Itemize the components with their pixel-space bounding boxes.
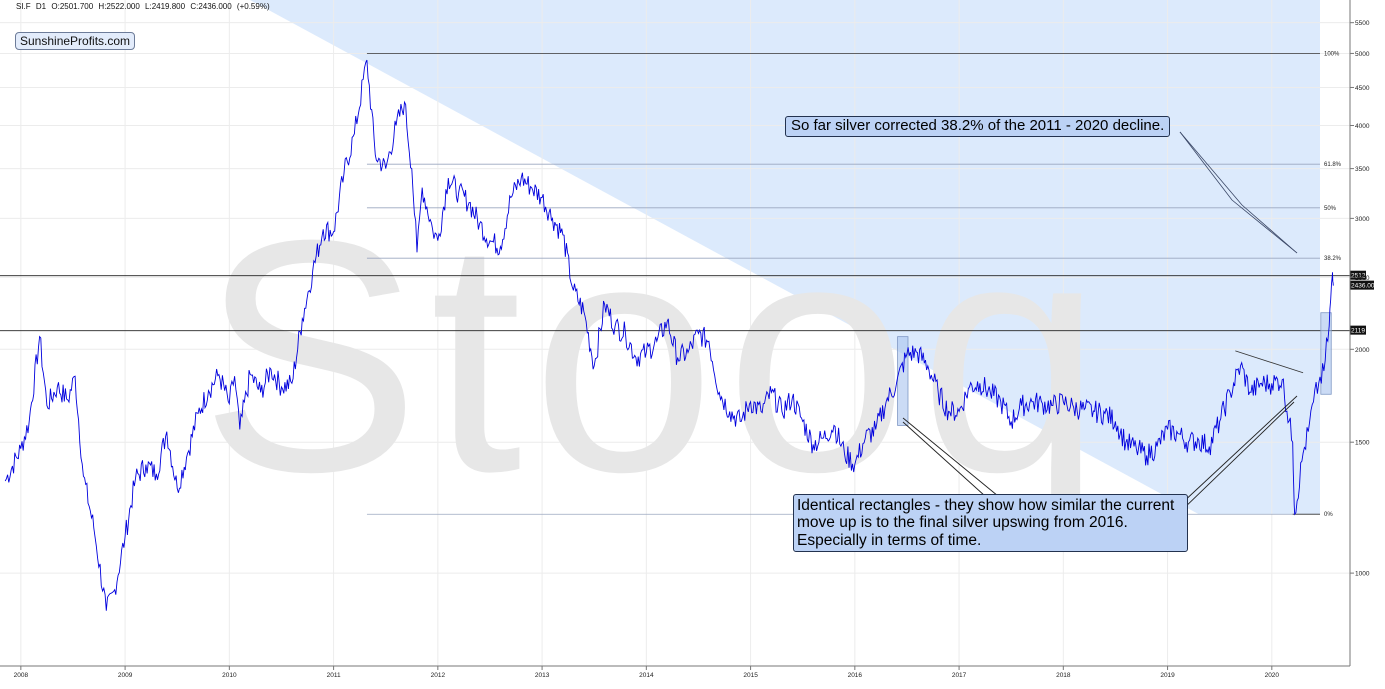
trend-line xyxy=(1235,350,1304,374)
ohlc-header: SI.F D1 O:2501.700 H:2522.000 L:2419.800… xyxy=(16,2,273,11)
pointer-line xyxy=(902,421,986,497)
y-tick-label: 5500 xyxy=(1355,20,1370,27)
y-tick-label: 2500 xyxy=(1355,275,1370,282)
y-tick-label: 4000 xyxy=(1355,123,1370,130)
x-tick-label: 2013 xyxy=(535,672,550,679)
x-tick-label: 2012 xyxy=(431,672,446,679)
last-price-tag xyxy=(1350,280,1374,290)
x-tick-label: 2009 xyxy=(118,672,133,679)
pointer-line xyxy=(1179,395,1298,506)
pointer-line xyxy=(902,417,999,497)
x-tick-label: 2010 xyxy=(222,672,237,679)
brand-badge: SunshineProfits.com xyxy=(15,32,136,50)
y-tick-label: 3000 xyxy=(1355,216,1370,223)
x-tick-label: 2019 xyxy=(1160,672,1175,679)
fibonacci-level-label: 100% xyxy=(1324,51,1340,57)
fibonacci-level-label: 50% xyxy=(1324,206,1337,212)
annotation-bottom: Identical rectangles - they show how sim… xyxy=(793,494,1188,553)
close-value: C:2436.000 xyxy=(190,2,232,11)
y-tick-label: 5000 xyxy=(1355,51,1370,58)
annotation-line: Especially in terms of time. xyxy=(797,531,982,549)
y-tick-label: 2000 xyxy=(1355,347,1370,354)
x-tick-label: 2014 xyxy=(639,672,654,679)
symbol-label: SI.F xyxy=(16,2,31,11)
x-tick-label: 2020 xyxy=(1265,672,1280,679)
annotation-line: move up is to the final silver upswing f… xyxy=(797,514,1128,532)
x-tick-label: 2017 xyxy=(952,672,967,679)
change-value: (+0.59%) xyxy=(236,2,270,11)
pointer-line xyxy=(1179,131,1298,254)
low-value: L:2419.800 xyxy=(145,2,186,11)
annotation-top: So far silver corrected 38.2% of the 201… xyxy=(785,116,1171,137)
x-tick-label: 2015 xyxy=(743,672,758,679)
open-value: O:2501.700 xyxy=(51,2,94,11)
series-line-si-f xyxy=(4,59,1334,611)
last-price-label: 2436.00 xyxy=(1351,283,1375,290)
y-tick-label: 1000 xyxy=(1355,571,1370,578)
horizontal-level-tag xyxy=(1350,270,1366,280)
comparison-rectangle xyxy=(897,336,909,426)
y-tick-label: 3500 xyxy=(1355,166,1370,173)
horizontal-level-tag xyxy=(1350,325,1366,335)
pointer-line xyxy=(1179,401,1295,513)
interval-label: D1 xyxy=(35,2,47,11)
y-tick-label: 1500 xyxy=(1355,440,1370,447)
fibonacci-level-label: 0% xyxy=(1324,512,1333,518)
y-tick-label: 4500 xyxy=(1355,85,1370,92)
stooq-watermark: Stooq xyxy=(200,171,1112,542)
fibonacci-level-label: 61.8% xyxy=(1324,162,1342,168)
horizontal-level-label: 2119 xyxy=(1351,328,1365,335)
annotation-line: Identical rectangles - they show how sim… xyxy=(797,497,1175,514)
x-tick-label: 2008 xyxy=(14,672,29,679)
high-value: H:2522.000 xyxy=(98,2,140,11)
x-tick-label: 2011 xyxy=(327,672,341,679)
x-tick-label: 2016 xyxy=(848,672,863,679)
fibonacci-level-label: 38.2% xyxy=(1324,256,1342,262)
x-tick-label: 2018 xyxy=(1056,672,1071,679)
horizontal-level-label: 2512 xyxy=(1351,273,1366,280)
pointer-line xyxy=(1179,131,1298,254)
